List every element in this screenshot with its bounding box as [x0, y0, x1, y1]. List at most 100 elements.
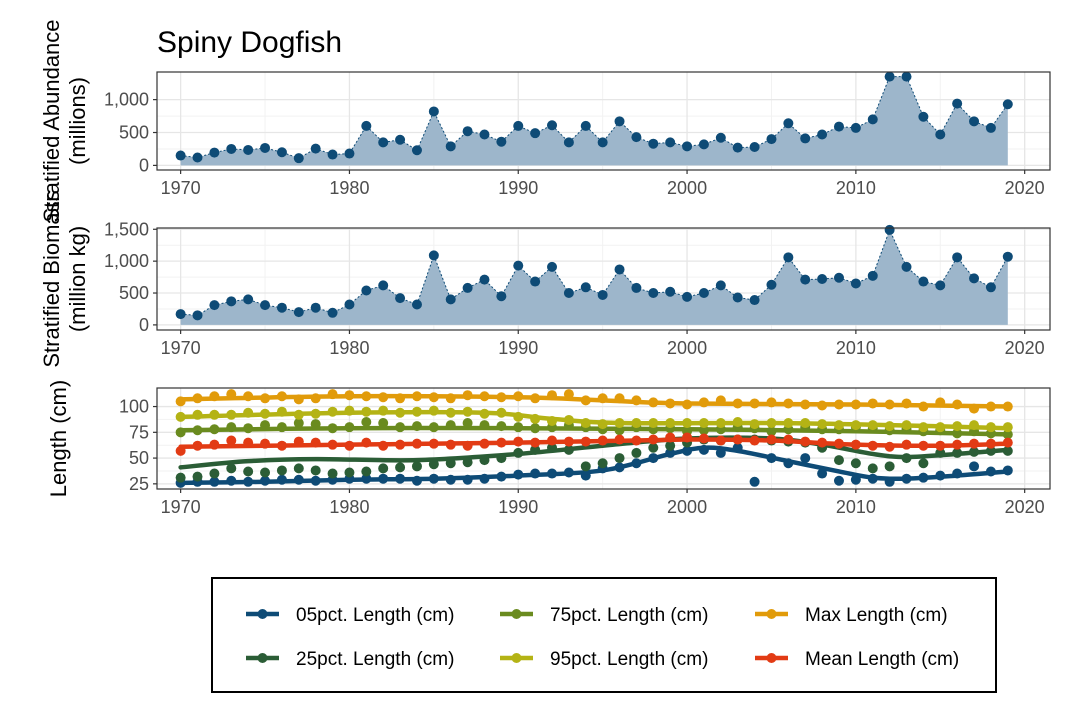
data-point — [985, 282, 996, 293]
panels: 1970 1980 1990 2000 2010 202005001,000Stratif… — [39, 19, 1051, 517]
data-point — [378, 137, 389, 148]
data-point — [715, 132, 726, 143]
y-tick-label: 0 — [139, 315, 149, 335]
data-point — [597, 458, 608, 469]
data-point — [563, 137, 574, 148]
data-point — [226, 463, 237, 474]
data-point — [192, 152, 203, 163]
data-point — [833, 455, 844, 466]
x-tick-label: 2020 — [1005, 497, 1045, 517]
data-point — [378, 418, 389, 429]
data-point — [226, 143, 237, 154]
data-point — [445, 141, 456, 152]
data-point — [648, 138, 659, 149]
data-point — [260, 142, 271, 153]
legend-item: Mean Length (cm) — [755, 649, 959, 670]
legend-item: Max Length (cm) — [755, 605, 948, 626]
data-point — [597, 289, 608, 300]
y-tick-label: 25 — [129, 474, 149, 494]
data-point — [732, 142, 743, 153]
data-point — [749, 476, 760, 487]
y-tick-label: 500 — [119, 123, 149, 143]
data-point — [665, 137, 676, 148]
x-tick-label: 2000 — [667, 497, 707, 517]
data-point — [935, 129, 946, 140]
y-axis-title-line: (million kg) — [65, 226, 90, 332]
data-point — [547, 120, 558, 131]
y-tick-label: 1,000 — [104, 251, 149, 271]
data-point — [361, 285, 372, 296]
data-point — [462, 282, 473, 293]
legend-label: 25pct. Length (cm) — [296, 649, 454, 670]
data-point — [276, 147, 287, 158]
legend-label: 05pct. Length (cm) — [296, 605, 454, 626]
data-point — [209, 147, 220, 158]
trend-line — [178, 409, 1011, 431]
data-point — [833, 121, 844, 132]
data-point — [580, 120, 591, 131]
data-point — [648, 288, 659, 299]
data-point — [952, 252, 963, 263]
data-point — [378, 463, 389, 474]
data-point — [631, 132, 642, 143]
data-point — [614, 116, 625, 127]
data-point — [800, 274, 811, 285]
data-point — [597, 137, 608, 148]
data-point — [243, 294, 254, 305]
x-tick-label: 2010 — [836, 497, 876, 517]
legend: 05pct. Length (cm) 75pct. Length (cm) Max … — [211, 577, 997, 693]
data-point — [631, 282, 642, 293]
panel-1: 1970 1980 1990 2000 2010 2020 0 500 1,000 Stratif… — [39, 19, 1051, 223]
legend-item: 95pct. Length (cm) — [500, 649, 708, 670]
legend-key-point — [766, 609, 777, 619]
data-point — [344, 148, 355, 159]
data-point — [817, 468, 828, 479]
legend-label: Mean Length (cm) — [805, 649, 959, 670]
data-point — [175, 472, 186, 483]
data-point — [833, 475, 844, 486]
data-point — [800, 453, 811, 464]
data-point — [614, 453, 625, 464]
panel-2: 1970 1980 1990 2000 2010 2020 0 500 1,000 1,500 St… — [39, 190, 1051, 368]
data-point — [513, 120, 524, 131]
data-point — [631, 447, 642, 458]
data-point — [209, 300, 220, 311]
data-point — [361, 417, 372, 428]
data-point — [293, 463, 304, 474]
trend-line — [178, 445, 1011, 486]
data-point — [530, 128, 541, 139]
legend-label: 95pct. Length (cm) — [550, 649, 708, 670]
legend-item: 75pct. Length (cm) — [500, 605, 708, 626]
data-point — [310, 302, 321, 313]
data-point — [361, 466, 372, 477]
data-point — [884, 71, 895, 82]
data-point — [783, 252, 794, 263]
data-point — [395, 462, 406, 473]
data-point — [327, 468, 338, 479]
data-point — [918, 458, 929, 469]
data-point — [276, 302, 287, 313]
data-point — [547, 261, 558, 272]
data-point — [293, 153, 304, 164]
data-point — [411, 299, 422, 310]
data-point — [378, 280, 389, 291]
x-tick-label: 1990 — [498, 178, 538, 198]
data-point — [462, 126, 473, 137]
data-point — [192, 310, 203, 321]
data-point — [749, 295, 760, 306]
data-point — [243, 144, 254, 155]
data-point — [361, 120, 372, 131]
data-point — [682, 141, 693, 152]
data-point — [901, 71, 912, 82]
legend-label: Max Length (cm) — [805, 605, 948, 626]
data-point — [952, 98, 963, 109]
x-tick-label: 2020 — [1005, 338, 1045, 358]
data-point — [614, 264, 625, 275]
data-point — [479, 129, 490, 140]
data-point — [327, 149, 338, 160]
data-point — [192, 471, 203, 482]
series-mean — [175, 432, 1013, 456]
data-point — [344, 467, 355, 478]
y-axis-title-line: Stratified Abundance — [39, 19, 64, 222]
data-point — [276, 465, 287, 476]
